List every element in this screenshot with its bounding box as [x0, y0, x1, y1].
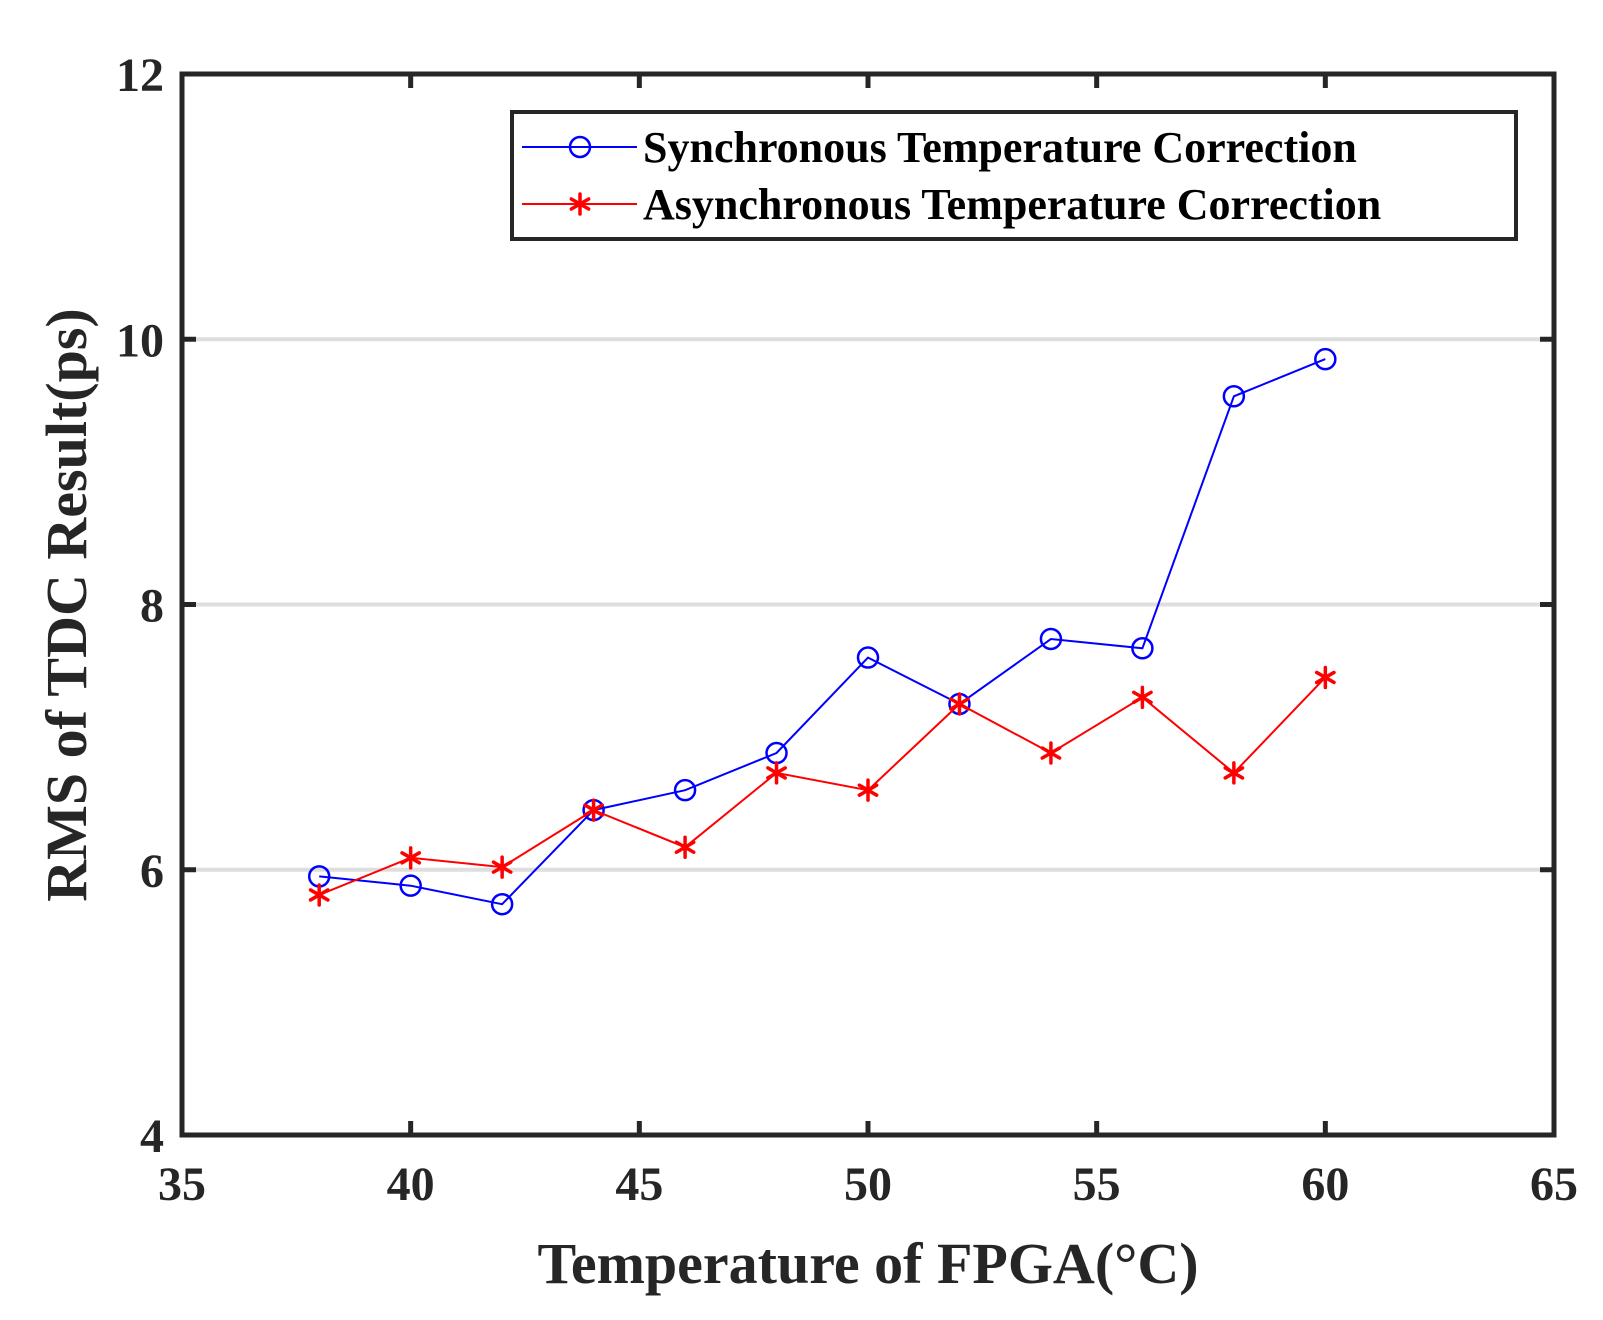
data-point-synchronous — [399, 874, 422, 897]
x-tick-label: 40 — [387, 1158, 435, 1211]
legend-asterisk-glyph — [569, 192, 591, 216]
legend-marker-synchronous — [568, 135, 592, 159]
data-point-synchronous — [856, 646, 880, 669]
data-point-synchronous — [1131, 637, 1154, 660]
x-tick-label: 65 — [1530, 1158, 1578, 1211]
data-point-synchronous — [1039, 627, 1063, 651]
legend: Synchronous Temperature Correction Async… — [510, 110, 1518, 241]
x-axis-title: Temperature of FPGA(°C) — [537, 1231, 1198, 1296]
data-point-asynchronous — [583, 798, 605, 822]
data-point-asynchronous — [1223, 761, 1245, 785]
data-point-synchronous — [490, 892, 514, 916]
data-point-asynchronous — [857, 778, 879, 802]
data-point-asynchronous — [674, 835, 696, 859]
data-point-asynchronous — [1131, 685, 1153, 710]
y-tick-label: 10 — [116, 314, 164, 367]
x-tick-label: 45 — [615, 1158, 663, 1211]
legend-marker-asynchronous — [569, 192, 591, 216]
x-tick-label: 55 — [1073, 1158, 1121, 1211]
x-tick-label: 35 — [158, 1158, 206, 1211]
data-point-synchronous — [1314, 347, 1337, 371]
data-point-asynchronous — [949, 692, 970, 716]
y-tick-label: 4 — [140, 1110, 164, 1163]
data-point-asynchronous — [400, 846, 422, 870]
y-tick-label: 12 — [116, 49, 164, 102]
y-tick-label: 8 — [140, 580, 164, 633]
x-tick-label: 60 — [1301, 1158, 1349, 1211]
data-point-synchronous — [1222, 385, 1246, 408]
data-point-asynchronous — [1314, 665, 1336, 690]
data-point-asynchronous — [1040, 741, 1062, 765]
series-layer — [307, 347, 1337, 916]
grid-lines — [182, 337, 1554, 872]
data-point-synchronous — [673, 778, 697, 802]
series-line-synchronous — [319, 358, 1326, 906]
x-tick-label: 50 — [844, 1158, 892, 1211]
series-line-asynchronous — [318, 676, 1327, 896]
data-point-asynchronous — [308, 883, 330, 907]
y-axis-title: RMS of TDC Result(ps) — [34, 308, 99, 901]
legend-label-synchronous: Synchronous Temperature Correction — [643, 123, 1357, 172]
data-point-asynchronous — [766, 761, 787, 785]
y-tick-label: 6 — [140, 845, 164, 898]
legend-label-asynchronous: Asynchronous Temperature Correction — [643, 180, 1381, 229]
data-point-asynchronous — [491, 855, 513, 879]
axis-ticks: 4 6 8 10 12 35 40 45 50 55 60 65 — [116, 49, 1578, 1211]
legend-box — [510, 110, 1518, 241]
